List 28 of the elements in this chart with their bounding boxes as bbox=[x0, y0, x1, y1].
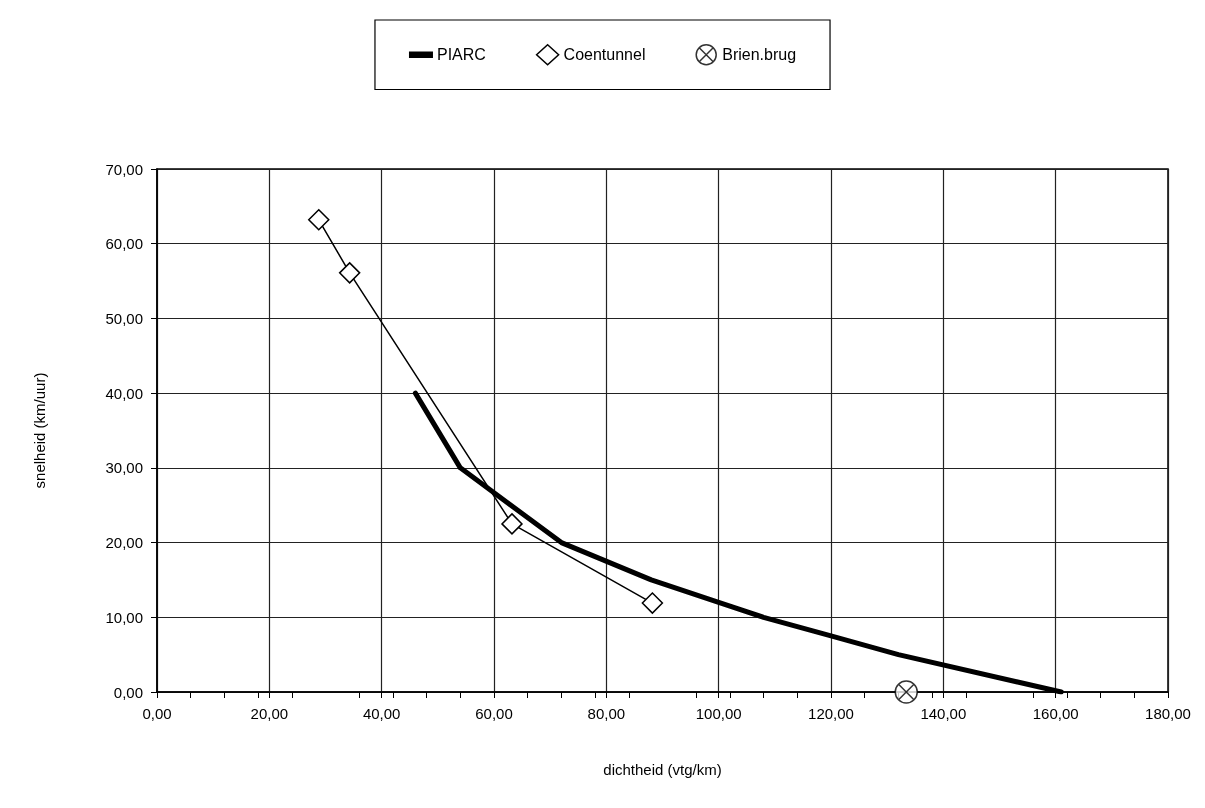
legend-label: Coentunnel bbox=[563, 46, 646, 64]
y-tick-label: 60,00 bbox=[105, 235, 143, 253]
x-tick-label: 180,00 bbox=[1145, 705, 1191, 722]
x-tick-label: 140,00 bbox=[920, 705, 967, 722]
x-tick-label: 80,00 bbox=[587, 705, 626, 722]
point bbox=[308, 209, 330, 231]
y-tick-label: 30,00 bbox=[105, 459, 143, 477]
point bbox=[894, 680, 919, 704]
x-axis-title: dichtheid (vtg/km) bbox=[603, 761, 722, 778]
y-tick-label: 20,00 bbox=[105, 534, 143, 552]
y-axis-title: snelheid (km/uur) bbox=[31, 372, 48, 489]
x-tick-label: 40,00 bbox=[362, 705, 401, 722]
x-tick-label: 60,00 bbox=[475, 705, 513, 722]
y-tick-label: 50,00 bbox=[105, 309, 143, 327]
point bbox=[338, 262, 361, 284]
y-tick-label: 10,00 bbox=[105, 608, 143, 626]
legend-label: Brien.brug bbox=[722, 46, 797, 64]
x-tick-label: 120,00 bbox=[808, 705, 854, 722]
x-tick-label: 20,00 bbox=[250, 705, 289, 722]
y-tick-label: 0,00 bbox=[113, 683, 143, 701]
x-tick-label: 100,00 bbox=[695, 705, 742, 722]
x-tick-label: 0,00 bbox=[142, 705, 172, 722]
point bbox=[501, 513, 523, 535]
point bbox=[641, 592, 664, 614]
y-tick-label: 70,00 bbox=[105, 160, 143, 178]
y-tick-label: 40,00 bbox=[105, 384, 143, 402]
x-tick-label: 160,00 bbox=[1032, 705, 1079, 722]
legend-label: PIARC bbox=[436, 46, 486, 64]
